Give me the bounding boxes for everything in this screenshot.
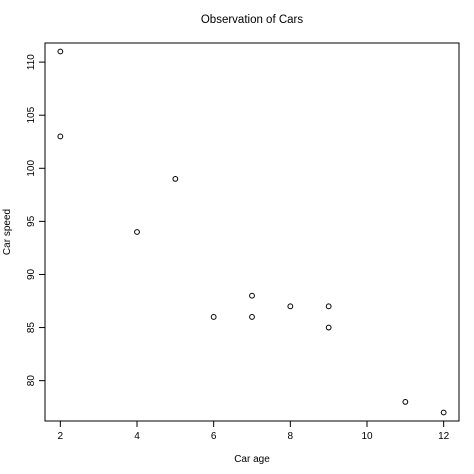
x-axis-label: Car age xyxy=(234,454,270,465)
data-points xyxy=(57,48,447,416)
data-point xyxy=(134,229,140,235)
x-tick-label: 10 xyxy=(361,431,373,442)
y-tick-label: 95 xyxy=(26,215,37,227)
x-tick-label: 4 xyxy=(134,431,140,442)
x-axis: 2 4 6 8 10 12 xyxy=(58,421,450,442)
data-point xyxy=(172,176,179,182)
x-tick-label: 2 xyxy=(58,431,64,442)
y-tick-label: 110 xyxy=(26,54,37,70)
y-tick-label: 105 xyxy=(26,106,37,123)
data-point xyxy=(287,303,294,310)
data-point xyxy=(402,398,409,405)
data-point xyxy=(210,314,217,320)
chart-title: Observation of Cars xyxy=(201,14,304,26)
data-point xyxy=(325,303,332,310)
y-tick-label: 100 xyxy=(26,160,37,177)
data-point xyxy=(57,48,64,55)
x-tick-label: 6 xyxy=(211,431,217,442)
y-tick-label: 90 xyxy=(26,268,37,280)
plot-frame xyxy=(44,42,460,422)
data-point xyxy=(249,292,255,299)
y-axis-label: Car speed xyxy=(2,209,13,255)
y-axis: 80 85 90 95 100 105 110 xyxy=(26,54,45,387)
y-tick-label: 85 xyxy=(26,322,37,334)
data-point xyxy=(57,133,64,140)
x-tick-label: 8 xyxy=(288,431,294,442)
data-point xyxy=(440,409,447,416)
data-point xyxy=(325,324,332,331)
y-tick-label: 80 xyxy=(26,375,37,387)
x-tick-label: 12 xyxy=(438,431,450,442)
data-point xyxy=(249,314,255,320)
